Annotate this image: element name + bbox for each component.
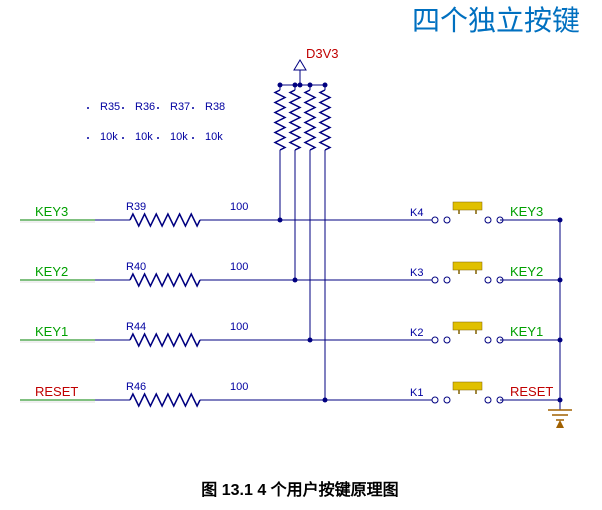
- switch-net-label: KEY1: [510, 324, 543, 339]
- power-label: D3V3: [306, 46, 339, 61]
- net-label-RESET: RESET: [35, 384, 78, 399]
- switch-body: [453, 262, 482, 270]
- resistor: [305, 90, 315, 150]
- resistor-val: 100: [230, 321, 248, 333]
- switch-ref: K4: [410, 207, 423, 219]
- resistor-ref: R36: [135, 101, 155, 113]
- switch-body: [453, 382, 482, 390]
- resistor-val: 10k: [135, 131, 153, 143]
- switch-ref: K3: [410, 267, 423, 279]
- figure-caption: 图 13.1 4 个用户按键原理图: [201, 480, 398, 499]
- resistor-ref: R39: [126, 201, 146, 213]
- resistor-ref: R40: [126, 261, 146, 273]
- switch-net-label: KEY3: [510, 204, 543, 219]
- resistor: [130, 334, 200, 346]
- net-label-KEY2: KEY2: [35, 264, 68, 279]
- net-label-KEY3: KEY3: [35, 204, 68, 219]
- net-label-KEY1: KEY1: [35, 324, 68, 339]
- resistor-val: 100: [230, 261, 248, 273]
- switch-ref: K2: [410, 327, 423, 339]
- resistor-val: 10k: [205, 131, 223, 143]
- title-text: 四个独立按键: [412, 5, 580, 36]
- resistor: [320, 90, 330, 150]
- resistor: [130, 394, 200, 406]
- resistor: [130, 214, 200, 226]
- switch-net-label: KEY2: [510, 264, 543, 279]
- resistor-val: 10k: [100, 131, 118, 143]
- ground-symbol: [556, 420, 564, 428]
- resistor-val: 100: [230, 201, 248, 213]
- resistor-ref: R37: [170, 101, 190, 113]
- resistor: [275, 90, 285, 150]
- switch-ref: K1: [410, 387, 423, 399]
- resistor: [290, 90, 300, 150]
- resistor-ref: R38: [205, 101, 225, 113]
- resistor-ref: R46: [126, 381, 146, 393]
- switch-body: [453, 322, 482, 330]
- resistor-ref: R44: [126, 321, 146, 333]
- resistor: [130, 274, 200, 286]
- switch-body: [453, 202, 482, 210]
- resistor-ref: R35: [100, 101, 120, 113]
- power-marker: [294, 60, 306, 70]
- schematic-canvas: 四个独立按键图 13.1 4 个用户按键原理图 D3V3 R35 10k R36 10k R…: [0, 0, 602, 510]
- resistor-val: 10k: [170, 131, 188, 143]
- switch-net-label: RESET: [510, 384, 553, 399]
- resistor-val: 100: [230, 381, 248, 393]
